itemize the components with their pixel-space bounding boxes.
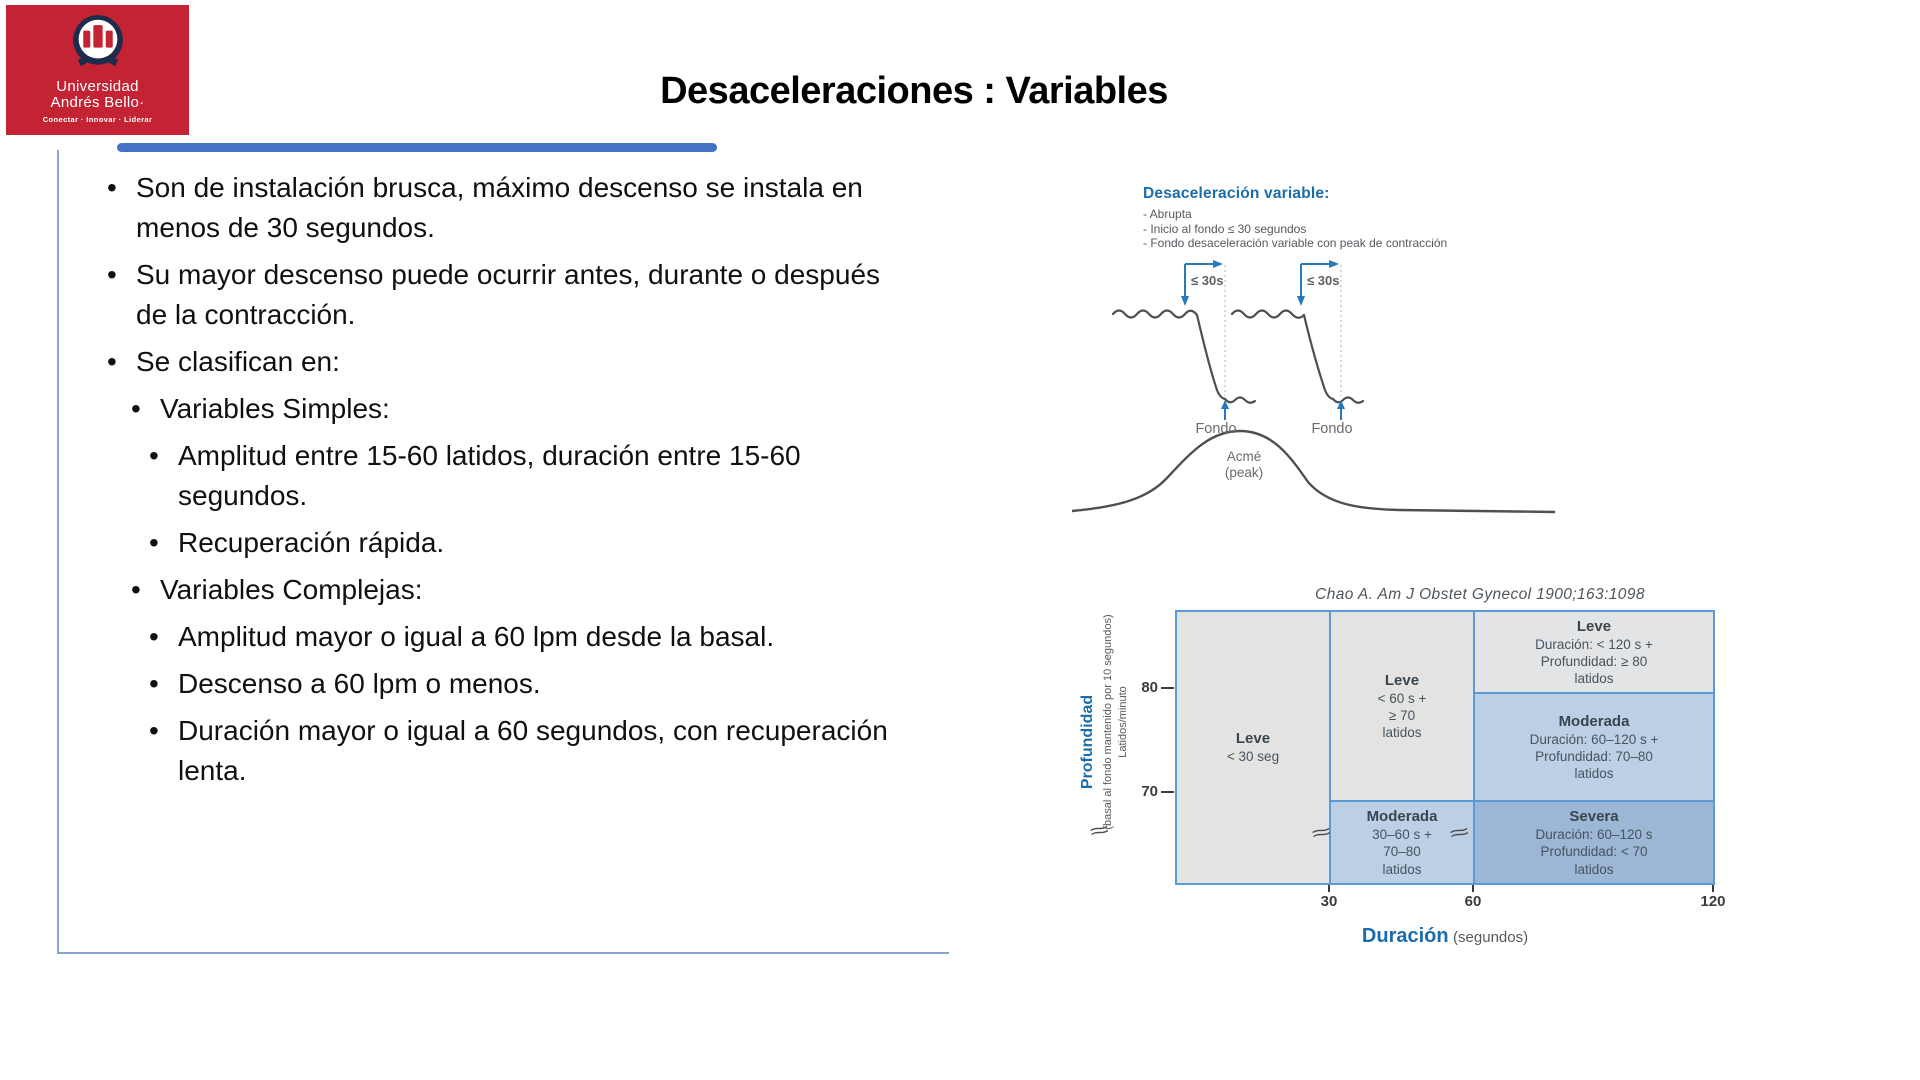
- cell-line: Duración: 60–120 s: [1535, 827, 1653, 843]
- bullet-list: Son de instalación brusca, máximo descen…: [103, 168, 889, 798]
- bullet-item: Su mayor descenso puede ocurrir antes, d…: [103, 255, 889, 335]
- x-tick-mark: [1712, 885, 1714, 892]
- y-axis-subtitle: (basal al fondo mantenido por 10 segundo…: [1102, 614, 1114, 830]
- x-tick-60: 60: [1464, 893, 1482, 910]
- acme-peak-label: (peak): [1225, 465, 1263, 480]
- logo-tagline: Conectar · Innovar · Liderar: [42, 114, 153, 124]
- cell-category: Moderada: [1558, 712, 1630, 730]
- cell-category: Moderada: [1366, 808, 1438, 825]
- diagram-note: - Fondo desaceleración variable con peak…: [1143, 236, 1448, 251]
- bullet-item: Recuperación rápida.: [103, 523, 889, 563]
- cell-line: latidos: [1574, 671, 1614, 687]
- y-axis-title: Profundidad: [1079, 694, 1096, 790]
- chart-citation: Chao A. Am J Obstet Gynecol 1900;163:109…: [1315, 586, 1645, 603]
- fondo-arrow-1: [1221, 400, 1229, 420]
- cell-line: Profundidad: < 70: [1540, 844, 1648, 860]
- y-tick-mark: [1161, 791, 1174, 793]
- bullet-item: Duración mayor o igual a 60 segundos, co…: [103, 711, 889, 791]
- chart-cell-leve-30: Leve < 30 seg: [1177, 612, 1329, 883]
- cell-line: latidos: [1382, 725, 1422, 741]
- diagram-heading: Desaceleración variable:: [1143, 185, 1330, 202]
- bullet-item: Se clasifican en:: [103, 342, 889, 382]
- cell-line: < 30 seg: [1226, 749, 1280, 765]
- chart-cell-leve-120: Leve Duración: < 120 s + Profundidad: ≥ …: [1473, 612, 1713, 692]
- fhr-trace-1: [1111, 309, 1257, 404]
- y-axis-subtitle2: Latidos/minuto: [1117, 686, 1129, 758]
- cell-line: ≥ 70: [1388, 707, 1416, 723]
- cell-line: latidos: [1574, 766, 1614, 782]
- measure-bracket-1: [1181, 260, 1223, 306]
- cell-line: < 60 s +: [1377, 690, 1427, 706]
- bullet-item: Descenso a 60 lpm o menos.: [103, 664, 889, 704]
- accent-bar: [117, 143, 717, 152]
- cell-line: Duración: < 120 s +: [1535, 636, 1653, 652]
- bullet-item: Son de instalación brusca, máximo descen…: [103, 168, 889, 248]
- chart-cell-leve-60: Leve < 60 s + ≥ 70 latidos: [1329, 612, 1473, 800]
- fondo-label-1: Fondo: [1195, 421, 1236, 437]
- x-tick-mark: [1472, 885, 1474, 892]
- diagram-note: - Abrupta: [1143, 207, 1192, 221]
- classification-chart: Leve < 30 seg Leve < 60 s + ≥ 70 latidos…: [1175, 610, 1715, 885]
- cell-category: Leve: [1576, 617, 1612, 635]
- acme-label: Acmé: [1227, 449, 1262, 464]
- cell-line: Profundidad: 70–80: [1535, 748, 1653, 764]
- cell-line: latidos: [1574, 861, 1614, 877]
- label-30s-1: ≤ 30s: [1191, 273, 1223, 288]
- cell-category: Severa: [1569, 808, 1619, 825]
- university-logo: Universidad Andrés Bello· Conectar · Inn…: [6, 5, 189, 135]
- cell-category: Leve: [1235, 730, 1271, 748]
- chart-cell-moderada-60120: Moderada Duración: 60–120 s + Profundida…: [1473, 692, 1713, 800]
- y-tick-80: 80: [1141, 679, 1158, 696]
- fondo-arrow-2: [1337, 400, 1345, 420]
- chart-cell-severa: Severa Duración: 60–120 s Profundidad: <…: [1473, 800, 1713, 883]
- cell-line: Profundidad: ≥ 80: [1540, 653, 1648, 669]
- cell-line: 30–60 s +: [1372, 827, 1432, 843]
- diagram-note: - Inicio al fondo ≤ 30 segundos: [1143, 221, 1307, 236]
- measure-bracket-2: [1297, 260, 1339, 306]
- fhr-trace-2: [1230, 309, 1365, 404]
- x-axis-title: Duración (segundos): [1175, 925, 1715, 948]
- x-tick-30: 30: [1320, 893, 1338, 910]
- deceleration-waveform-figure: ≤ 30s ≤ 30s Fondo Fondo Acmé (peak): [1071, 260, 1556, 514]
- y-tick-70: 70: [1141, 783, 1158, 800]
- content-panel-border: [57, 150, 949, 954]
- bullet-item: Amplitud entre 15-60 latidos, duración e…: [103, 436, 889, 516]
- logo-name-text: Andrés Bello·: [50, 93, 145, 111]
- cell-line: 70–80: [1383, 844, 1421, 860]
- x-tick-mark: [1328, 885, 1330, 892]
- logo-university-text: Universidad: [56, 78, 139, 95]
- cell-line: Duración: 60–120 s +: [1529, 731, 1659, 747]
- deceleration-diagram-header: Desaceleración variable: - Abrupta - Ini…: [1143, 185, 1447, 251]
- x-tick-120: 120: [1700, 893, 1726, 910]
- label-30s-2: ≤ 30s: [1307, 273, 1339, 288]
- x-axis-title-text: Duración: [1361, 925, 1449, 947]
- bullet-item: Variables Simples:: [103, 389, 889, 429]
- university-emblem-icon: [72, 15, 123, 67]
- page-title: Desaceleraciones : Variables: [660, 70, 1168, 112]
- contraction-curve: [1071, 429, 1556, 514]
- cell-category: Leve: [1384, 671, 1420, 689]
- bullet-item: Amplitud mayor o igual a 60 lpm desde la…: [103, 617, 889, 657]
- fondo-label-2: Fondo: [1311, 421, 1352, 437]
- chart-cell-moderada-3060: Moderada 30–60 s + 70–80 latidos: [1329, 800, 1473, 883]
- bullet-item: Variables Complejas:: [103, 570, 889, 610]
- cell-line: latidos: [1382, 861, 1422, 877]
- x-axis-unit: (segundos): [1453, 929, 1529, 946]
- y-tick-mark: [1161, 687, 1174, 689]
